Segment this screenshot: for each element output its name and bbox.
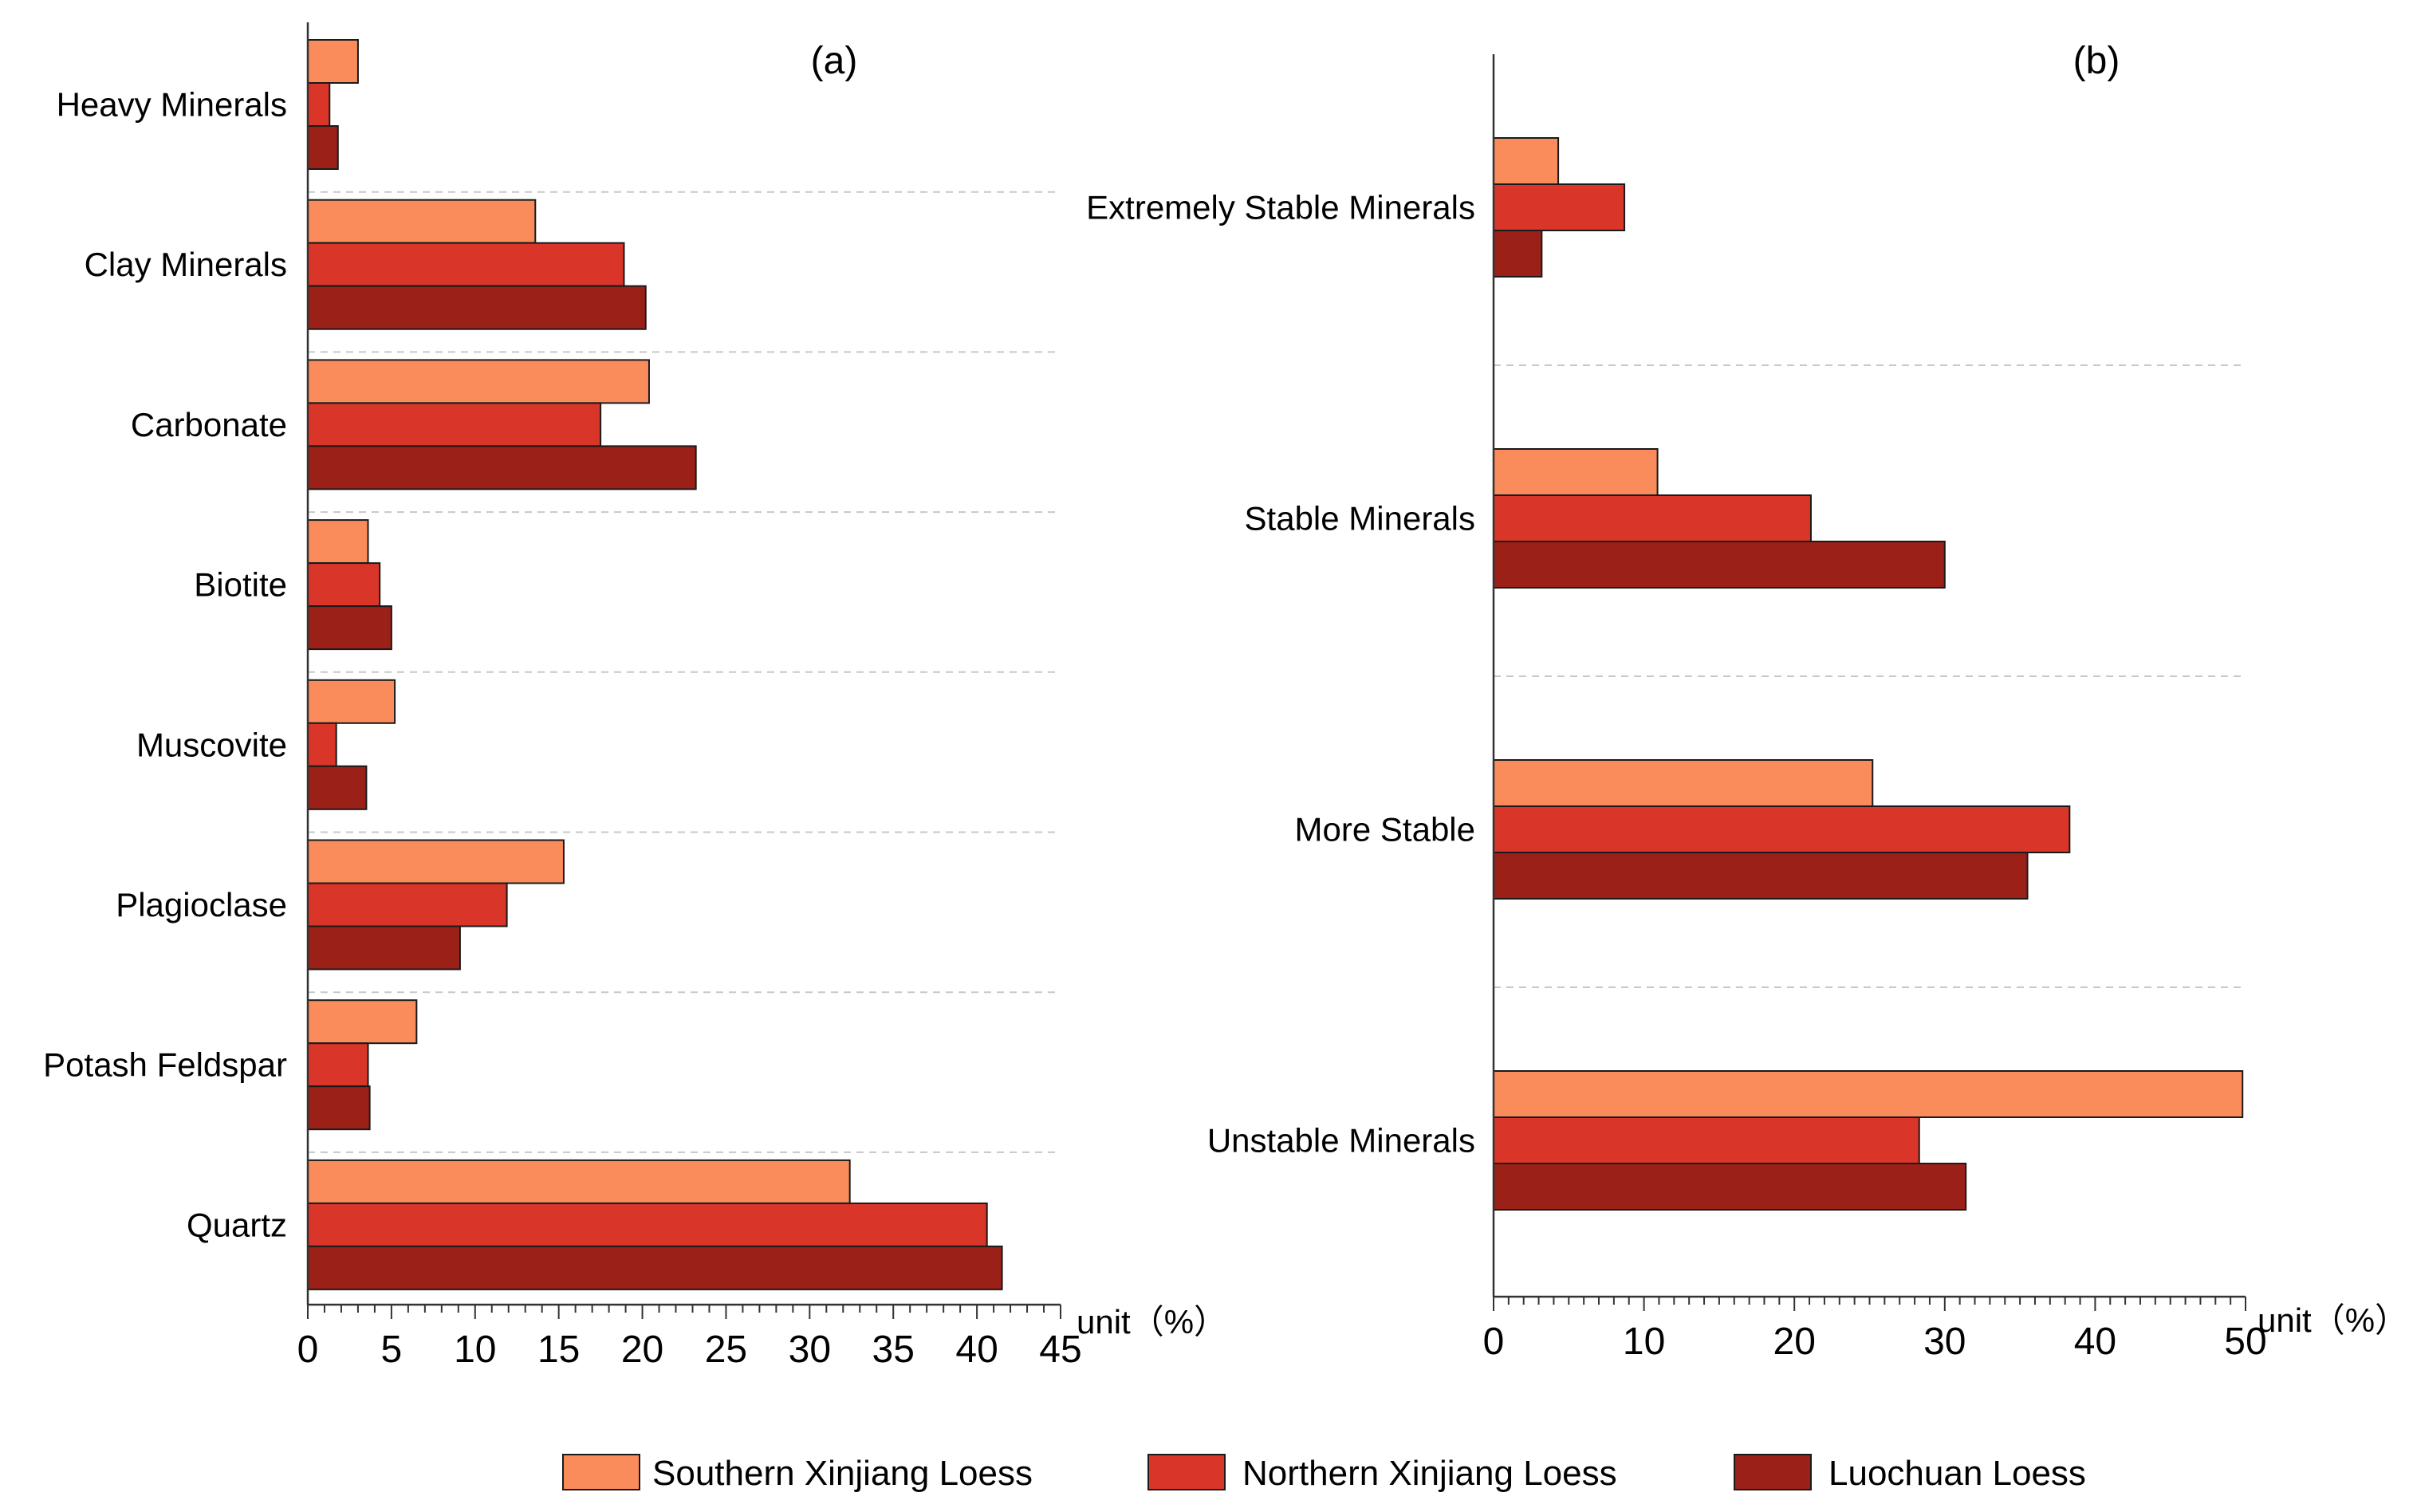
panel-b-category-label: Extremely Stable Minerals [1086,189,1475,226]
panel-a-x-tick-label: 15 [537,1329,580,1371]
legend-swatch-luochuan-loess [1734,1454,1812,1490]
panel-b-bar-unstable-minerals-southern-xinjiang-loess [1493,1070,2244,1118]
panel-a-bar-quartz-northern-xinjiang-loess [307,1202,988,1247]
panel-b-chart: Extremely Stable Minerals Stable Minerals… [1086,40,2408,1363]
panel-a-bar-potash-feldspar-northern-xinjiang-loess [307,1042,369,1088]
panel-b-bar-more-stable-northern-xinjiang-loess [1493,805,2071,853]
panel-b-bar-more-stable-southern-xinjiang-loess [1493,759,1874,807]
panel-a-x-tick-label: 5 [381,1329,403,1371]
panel-a-category-label: Quartz [187,1206,287,1243]
panel-a-bar-biotite-northern-xinjiang-loess [307,562,381,608]
panel-a-chart: Heavy Minerals Clay Minerals Carbonate Biot… [43,22,1227,1371]
panel-a-bar-biotite-luochuan-loess [307,605,392,651]
panel-b-x-axis-unit-label: unit（%） [2258,1301,2408,1339]
panel-b-bar-more-stable-luochuan-loess [1493,852,2029,900]
panel-b-bar-extremely-stable-minerals-northern-xinjiang-loess [1493,183,1626,231]
panel-a-bar-clay-minerals-luochuan-loess [307,285,647,330]
panel-a-x-axis-unit-label: unit（%） [1077,1303,1227,1341]
panel-a-bar-plagioclase-luochuan-loess [307,925,461,971]
panel-b-bar-stable-minerals-southern-xinjiang-loess [1493,448,1659,496]
panel-b-x-tick-label: 10 [1623,1321,1665,1363]
panel-a-bar-clay-minerals-northern-xinjiang-loess [307,242,625,287]
panel-a-label: (a) [811,40,858,82]
panel-a-category-label: Heavy Minerals [57,86,287,124]
panel-a-bar-muscovite-luochuan-loess [307,765,368,810]
panel-b-bar-stable-minerals-luochuan-loess [1493,541,1946,589]
panel-a-category-label: Potash Feldspar [43,1046,287,1084]
panel-a-x-tick-label: 35 [872,1329,915,1371]
panel-b-x-tick-label: 0 [1483,1321,1505,1363]
panel-b-bar-extremely-stable-minerals-southern-xinjiang-loess [1493,137,1560,185]
panel-a-bar-heavy-minerals-luochuan-loess [307,125,339,170]
panel-a-x-tick-label: 30 [789,1329,831,1371]
panel-b-category-label: Unstable Minerals [1207,1122,1475,1160]
panel-b-x-tick-label: 20 [1773,1321,1816,1363]
panel-a-bar-carbonate-luochuan-loess [307,445,697,490]
panel-b-x-tick-label: 50 [2224,1321,2266,1363]
panel-a-category-label: Clay Minerals [85,246,287,283]
panel-a-bar-heavy-minerals-northern-xinjiang-loess [307,82,331,127]
panel-a-x-tick-label: 25 [705,1329,747,1371]
panel-a-bar-potash-feldspar-southern-xinjiang-loess [307,999,418,1045]
panel-b-bar-extremely-stable-minerals-luochuan-loess [1493,230,1543,278]
panel-b-bar-stable-minerals-northern-xinjiang-loess [1493,494,1812,542]
panel-a-category-label: Plagioclase [116,886,287,923]
panel-a-bar-carbonate-southern-xinjiang-loess [307,359,650,404]
legend-label-luochuan-loess: Luochuan Loess [1828,1454,2086,1493]
panel-a-x-tick-label: 45 [1039,1329,1081,1371]
panel-a-bar-quartz-luochuan-loess [307,1245,1003,1290]
panel-a-bar-muscovite-northern-xinjiang-loess [307,722,337,767]
panel-a-bar-plagioclase-northern-xinjiang-loess [307,882,508,927]
panel-a-bar-quartz-southern-xinjiang-loess [307,1159,851,1204]
panel-a-bar-plagioclase-southern-xinjiang-loess [307,839,565,884]
panel-a-bar-potash-feldspar-luochuan-loess [307,1085,371,1131]
panel-a-bar-clay-minerals-southern-xinjiang-loess [307,199,537,244]
legend-swatch-northern-xinjiang-loess [1147,1454,1226,1490]
panel-b-x-tick-label: 40 [2074,1321,2116,1363]
panel-b-label: (b) [2073,40,2120,82]
legend-label-northern-xinjiang-loess: Northern Xinjiang Loess [1242,1454,1617,1493]
panel-a-x-tick-label: 20 [621,1329,663,1371]
panel-b-category-label: Stable Minerals [1245,500,1475,537]
panel-b-bar-unstable-minerals-luochuan-loess [1493,1163,1967,1211]
panel-a-bar-biotite-southern-xinjiang-loess [307,519,369,565]
panel-a-category-label: Biotite [194,566,287,604]
panel-a-bar-heavy-minerals-southern-xinjiang-loess [307,39,359,84]
panel-a-category-label: Muscovite [136,726,287,763]
panel-a-x-tick-label: 0 [297,1329,319,1371]
panel-a-x-tick-label: 40 [955,1329,998,1371]
panel-a-category-label: Carbonate [131,406,287,443]
legend-swatch-southern-xinjiang-loess [562,1454,640,1490]
panel-b-x-tick-label: 30 [1923,1321,1966,1363]
legend-label-southern-xinjiang-loess: Southern Xinjiang Loess [652,1454,1033,1493]
panel-b-bar-unstable-minerals-northern-xinjiang-loess [1493,1116,1920,1164]
panel-a-bar-carbonate-northern-xinjiang-loess [307,402,602,447]
panel-a-bar-muscovite-southern-xinjiang-loess [307,679,396,724]
panel-b-category-label: More Stable [1295,811,1475,849]
panel-a-x-tick-label: 10 [454,1329,496,1371]
legend: Southern Xinjiang Loess Northern Xinjiang… [562,1454,2086,1493]
